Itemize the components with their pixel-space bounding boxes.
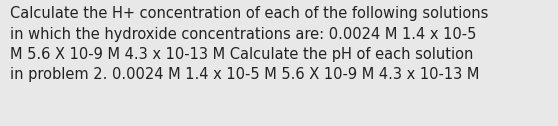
Text: Calculate the H+ concentration of each of the following solutions
in which the h: Calculate the H+ concentration of each o… [10,6,488,83]
